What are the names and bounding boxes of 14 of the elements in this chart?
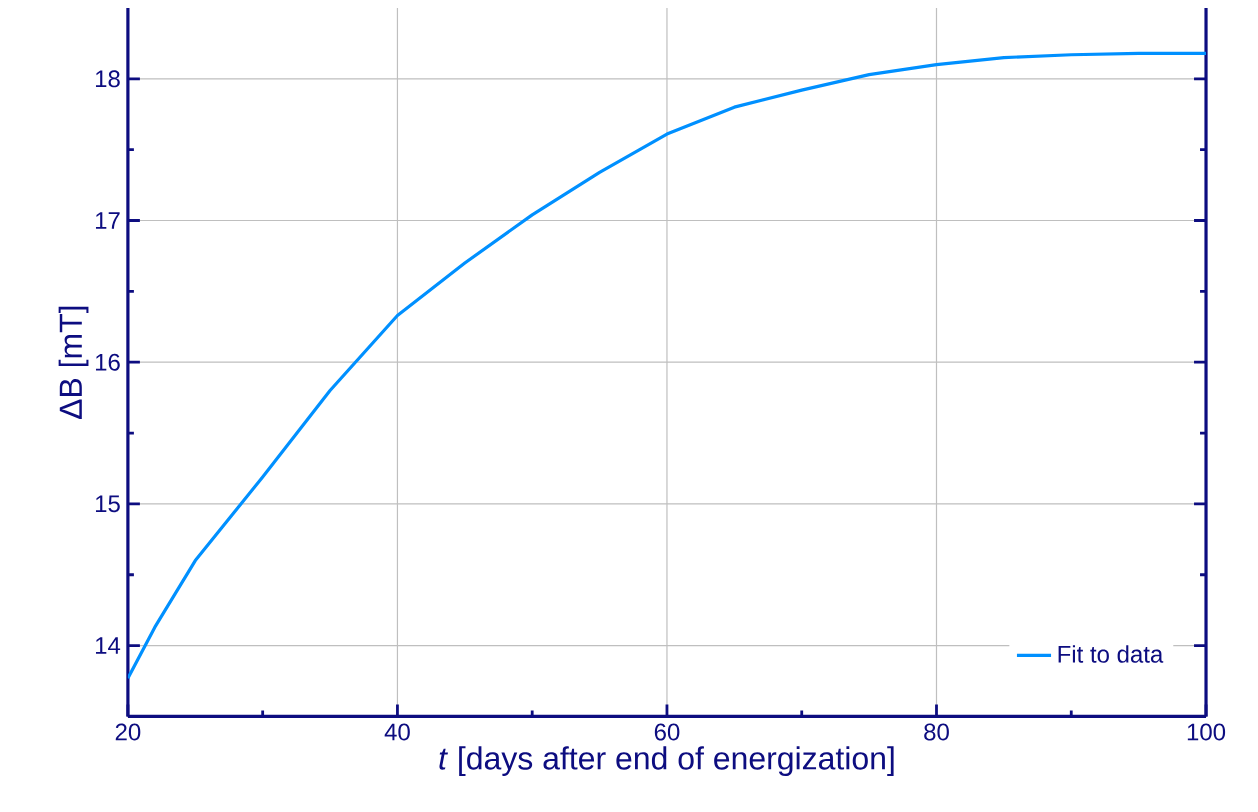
x-axis-title: t [days after end of energization] [439, 746, 894, 776]
line-series [127, 51, 1207, 680]
x-tick-label: 60 [654, 723, 680, 741]
y-tick-label: 17 [95, 212, 120, 229]
y-tick-label: 14 [95, 637, 121, 654]
y-tick-label: 18 [95, 70, 120, 88]
x-tick-label: 20 [115, 723, 141, 741]
x-tick-label: 40 [384, 723, 410, 741]
y-axis-title: ΔB [mT] [58, 306, 89, 419]
x-tick-label: 80 [924, 723, 949, 741]
x-tick-label: 100 [1187, 723, 1226, 741]
y-tick-label: 16 [95, 353, 120, 371]
legend-label: Fit to data [1058, 644, 1164, 663]
y-tick-label: 15 [95, 495, 120, 513]
